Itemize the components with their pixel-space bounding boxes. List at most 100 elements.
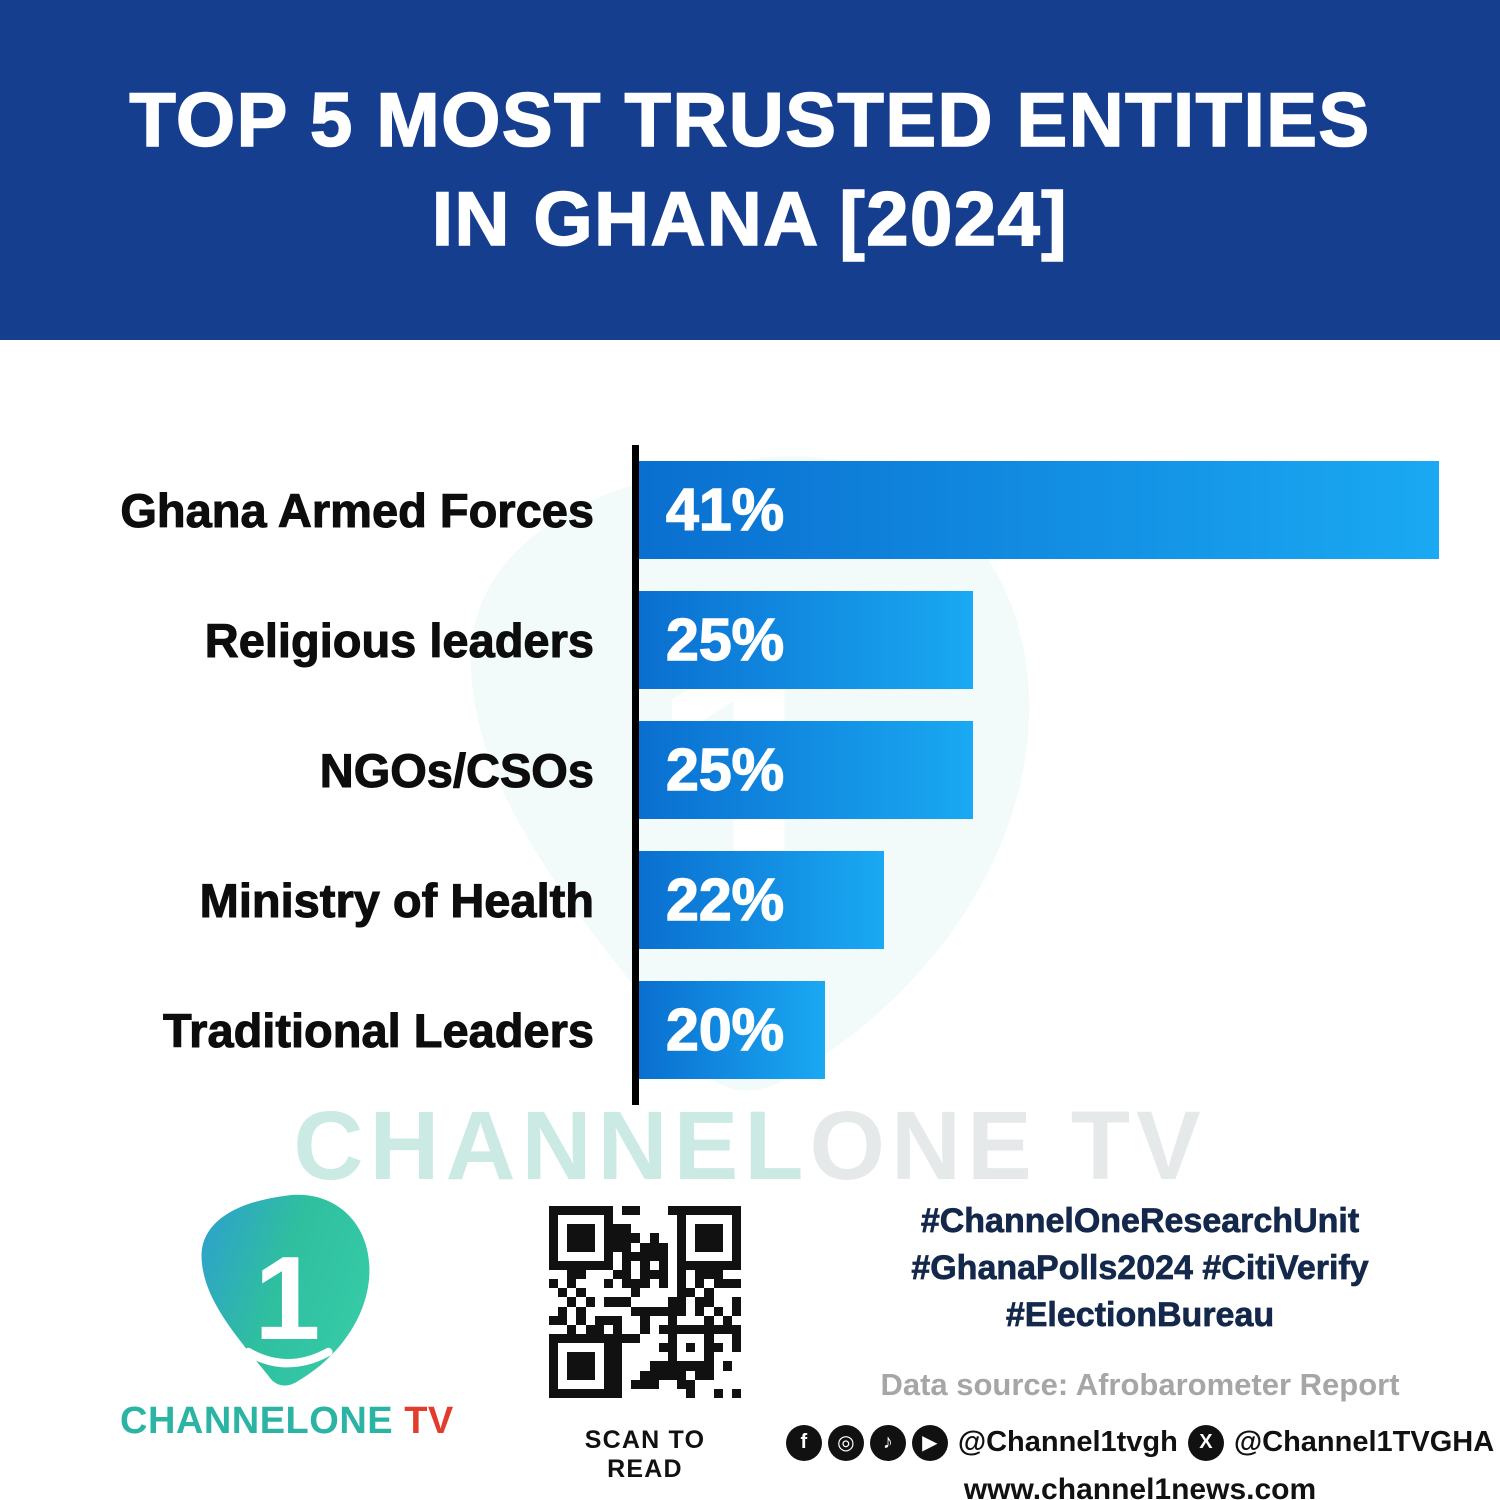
qr-module bbox=[585, 1306, 595, 1316]
qr-module bbox=[549, 1260, 559, 1270]
website-url[interactable]: www.channel1news.com bbox=[963, 1472, 1317, 1500]
qr-module bbox=[585, 1251, 595, 1261]
qr-module bbox=[649, 1260, 659, 1270]
qr-module bbox=[549, 1334, 559, 1344]
qr-module bbox=[658, 1361, 668, 1371]
qr-module bbox=[722, 1388, 732, 1398]
qr-module bbox=[622, 1251, 632, 1261]
qr-module bbox=[585, 1279, 595, 1289]
qr-module bbox=[558, 1206, 568, 1216]
bar-label: Ministry of Health bbox=[199, 873, 594, 927]
qr-module bbox=[567, 1334, 577, 1344]
qr-module bbox=[631, 1288, 641, 1298]
qr-module bbox=[613, 1233, 623, 1243]
qr-module bbox=[576, 1324, 586, 1334]
qr-module bbox=[713, 1388, 723, 1398]
qr-module bbox=[704, 1270, 714, 1280]
qr-module bbox=[622, 1297, 632, 1307]
qr-module bbox=[585, 1379, 595, 1389]
qr-module bbox=[640, 1370, 650, 1380]
qr-module bbox=[594, 1306, 604, 1316]
qr-module bbox=[677, 1297, 687, 1307]
qr-module bbox=[704, 1233, 714, 1243]
qr-module bbox=[649, 1251, 659, 1261]
qr-module bbox=[713, 1260, 723, 1270]
qr-module bbox=[640, 1306, 650, 1316]
tiktok-icon[interactable]: ♪ bbox=[869, 1424, 906, 1461]
qr-module bbox=[576, 1343, 586, 1353]
qr-module bbox=[585, 1224, 595, 1234]
instagram-icon[interactable]: ◎ bbox=[827, 1424, 864, 1461]
qr-module bbox=[667, 1233, 677, 1243]
qr-module bbox=[722, 1306, 732, 1316]
qr-module bbox=[622, 1379, 632, 1389]
qr-module bbox=[677, 1343, 687, 1353]
qr-module bbox=[594, 1270, 604, 1280]
qr-module bbox=[576, 1306, 586, 1316]
qr-module bbox=[631, 1370, 641, 1380]
qr-module bbox=[567, 1343, 577, 1353]
qr-module bbox=[722, 1288, 732, 1298]
qr-module bbox=[667, 1206, 677, 1216]
qr-module bbox=[722, 1233, 732, 1243]
qr-module bbox=[722, 1370, 732, 1380]
qr-module bbox=[713, 1279, 723, 1289]
qr-module bbox=[713, 1224, 723, 1234]
qr-module bbox=[613, 1279, 623, 1289]
qr-module bbox=[640, 1324, 650, 1334]
qr-module bbox=[594, 1233, 604, 1243]
qr-module bbox=[695, 1361, 705, 1371]
qr-module bbox=[585, 1206, 595, 1216]
qr-module bbox=[667, 1224, 677, 1234]
qr-module bbox=[713, 1306, 723, 1316]
qr-module bbox=[622, 1370, 632, 1380]
qr-module bbox=[549, 1224, 559, 1234]
x-glyph: X bbox=[1199, 1431, 1213, 1454]
qr-module bbox=[594, 1297, 604, 1307]
qr-module bbox=[667, 1370, 677, 1380]
qr-module bbox=[594, 1370, 604, 1380]
hashtags-line-3: #ElectionBureau bbox=[1005, 1295, 1275, 1334]
qr-module bbox=[640, 1270, 650, 1280]
qr-module bbox=[667, 1324, 677, 1334]
qr-module bbox=[585, 1352, 595, 1362]
qr-module bbox=[567, 1370, 577, 1380]
qr-module bbox=[622, 1324, 632, 1334]
qr-module bbox=[677, 1215, 687, 1225]
qr-module bbox=[695, 1215, 705, 1225]
qr-module bbox=[567, 1242, 577, 1252]
qr-module bbox=[613, 1206, 623, 1216]
qr-module bbox=[558, 1306, 568, 1316]
facebook-icon[interactable]: f bbox=[785, 1424, 822, 1461]
youtube-icon[interactable]: ▶ bbox=[911, 1424, 948, 1461]
qr-module bbox=[677, 1288, 687, 1298]
qr-module bbox=[649, 1288, 659, 1298]
qr-module bbox=[594, 1361, 604, 1371]
qr-module bbox=[594, 1324, 604, 1334]
qr-module bbox=[731, 1270, 741, 1280]
qr-module bbox=[613, 1352, 623, 1362]
qr-module bbox=[567, 1279, 577, 1289]
qr-module bbox=[640, 1260, 650, 1270]
chart-row: Ghana Armed Forces 41% bbox=[0, 461, 1500, 559]
handle-primary[interactable]: @Channel1tvgh bbox=[957, 1426, 1178, 1459]
qr-module bbox=[603, 1388, 613, 1398]
qr-code bbox=[545, 1202, 745, 1402]
qr-module bbox=[622, 1215, 632, 1225]
x-icon[interactable]: X bbox=[1187, 1424, 1224, 1461]
qr-module bbox=[613, 1388, 623, 1398]
handle-x[interactable]: @Channel1TVGHA bbox=[1233, 1426, 1495, 1459]
qr-module bbox=[695, 1388, 705, 1398]
qr-module bbox=[567, 1324, 577, 1334]
qr-module bbox=[622, 1224, 632, 1234]
qr-module bbox=[695, 1224, 705, 1234]
bar: 22% bbox=[639, 851, 884, 949]
qr-module bbox=[677, 1251, 687, 1261]
qr-module bbox=[613, 1288, 623, 1298]
chart-row: Religious leaders 25% bbox=[0, 591, 1500, 689]
qr-module bbox=[631, 1224, 641, 1234]
qr-module bbox=[567, 1315, 577, 1325]
qr-module bbox=[603, 1343, 613, 1353]
qr-module bbox=[649, 1388, 659, 1398]
